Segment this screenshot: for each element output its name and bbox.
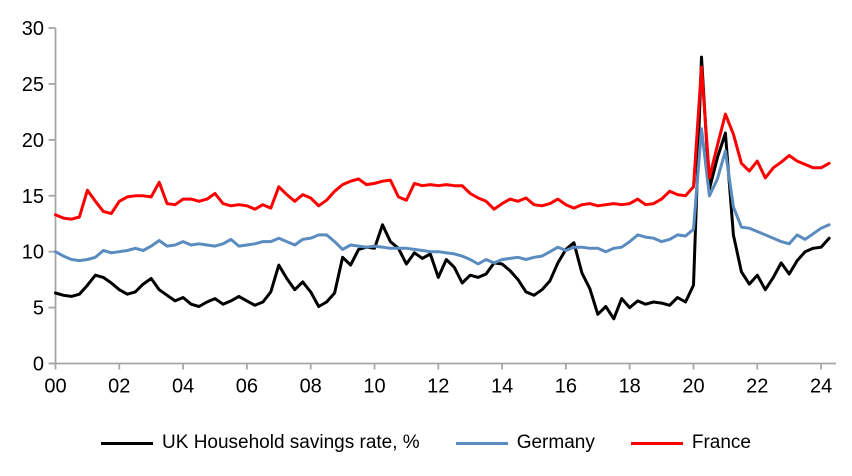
x-tick-label: 18 bbox=[619, 376, 641, 398]
x-tick-label: 00 bbox=[44, 376, 66, 398]
y-tick-label: 15 bbox=[22, 186, 44, 208]
legend-item-germany: Germany bbox=[455, 432, 595, 454]
legend-item-france: France bbox=[630, 432, 751, 454]
y-tick-label: 25 bbox=[22, 74, 44, 96]
x-tick-label: 12 bbox=[427, 376, 449, 398]
series-line-france bbox=[54, 65, 831, 221]
legend-line-icon bbox=[101, 441, 154, 445]
x-tick-label: 16 bbox=[555, 376, 577, 398]
x-tick-label: 20 bbox=[682, 376, 704, 398]
y-tick-label: 30 bbox=[22, 18, 44, 40]
y-tick-label: 0 bbox=[33, 354, 44, 376]
chart-plot-area: 0 5 10 15 20 25 30 00 02 04 06 08 10 12 14 16 18 20 22 24 bbox=[22, 18, 836, 398]
x-tick-label: 08 bbox=[300, 376, 322, 398]
legend-item-uk-household-savings-rate: UK Household savings rate, % bbox=[101, 432, 420, 454]
x-tick-label: 24 bbox=[810, 376, 832, 398]
y-tick-label: 5 bbox=[33, 298, 44, 320]
series-line-germany bbox=[54, 127, 831, 266]
legend-line-icon bbox=[455, 441, 508, 445]
legend-label-germany: Germany bbox=[516, 432, 595, 453]
y-tick-label: 20 bbox=[22, 130, 44, 152]
y-tick-label: 10 bbox=[22, 242, 44, 264]
x-tick-label: 04 bbox=[172, 376, 194, 398]
x-tick-label: 10 bbox=[363, 376, 385, 398]
legend-line-icon bbox=[630, 441, 683, 445]
x-tick-label: 22 bbox=[746, 376, 768, 398]
x-tick-label: 06 bbox=[236, 376, 258, 398]
legend-label-france: France bbox=[691, 432, 751, 453]
x-tick-label: 14 bbox=[491, 376, 513, 398]
x-tick-label: 02 bbox=[108, 376, 130, 398]
legend-label-uk-household-savings-rate: UK Household savings rate, % bbox=[162, 432, 420, 453]
chart-legend: UK Household savings rate, % Germany Franc… bbox=[0, 432, 852, 454]
